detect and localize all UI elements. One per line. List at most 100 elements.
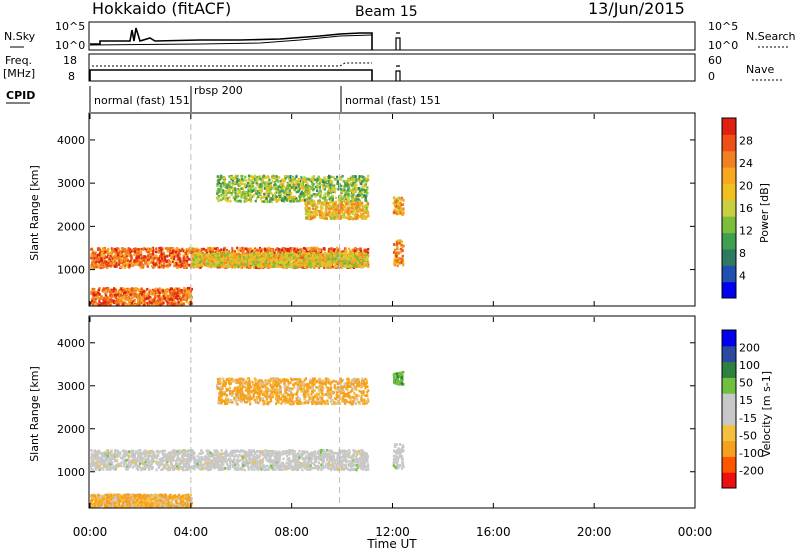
scatter-cell: [253, 252, 256, 255]
scatter-cell: [121, 247, 124, 250]
scatter-cell: [303, 258, 306, 262]
scatter-cell: [325, 261, 328, 264]
scatter-cell: [367, 174, 370, 178]
scatter-cell: [364, 199, 367, 202]
scatter-cell: [100, 259, 103, 263]
scatter-cell: [331, 180, 334, 183]
scatter-cell: [323, 201, 326, 204]
scatter-cell: [305, 249, 308, 253]
scatter-cell: [337, 261, 340, 264]
scatter-cell: [265, 183, 268, 187]
scatter-cell: [239, 182, 242, 186]
scatter-cell: [325, 264, 328, 268]
scatter-cell: [362, 176, 365, 180]
scatter-cell: [260, 190, 263, 194]
scatter-cell: [236, 199, 239, 203]
scatter-cell: [201, 260, 204, 263]
scatter-cell: [237, 252, 240, 256]
scatter-cell: [173, 262, 176, 265]
scatter-cell: [210, 248, 213, 251]
scatter-cell: [246, 262, 250, 266]
scatter-cell: [301, 256, 304, 260]
scatter-cell: [281, 179, 284, 183]
scatter-cell: [340, 184, 343, 188]
scatter-cell: [291, 263, 294, 267]
scatter-cell: [303, 260, 306, 264]
scatter-cell: [318, 210, 321, 213]
scatter-cell: [230, 193, 233, 197]
scatter-cell: [154, 254, 157, 257]
scatter-cell: [286, 193, 289, 196]
scatter-cell: [231, 183, 234, 186]
scatter-cell: [280, 182, 283, 186]
scatter-cell: [351, 259, 354, 262]
scatter-cell: [274, 187, 278, 190]
scatter-cell: [118, 259, 121, 263]
scatter-cell: [250, 262, 253, 265]
scatter-cell: [280, 189, 284, 193]
scatter-cell: [243, 200, 246, 203]
scatter-cell: [308, 197, 311, 200]
scatter-cell: [286, 175, 289, 179]
scatter-cell: [344, 205, 347, 209]
scatter-cell: [303, 247, 306, 250]
scatter-cell: [142, 265, 145, 268]
scatter-cell: [287, 250, 291, 253]
scatter-cell: [92, 262, 96, 265]
scatter-cell: [238, 189, 241, 193]
scatter-cell: [234, 192, 237, 196]
scatter-cell: [184, 263, 187, 266]
scatter-cell: [95, 263, 98, 267]
scatter-cell: [240, 187, 243, 190]
scatter-cell: [179, 249, 182, 253]
scatter-cell: [336, 264, 339, 268]
scatter-cell: [271, 252, 274, 256]
scatter-cell: [327, 179, 330, 183]
scatter-cell: [279, 195, 282, 198]
scatter-cell: [330, 175, 333, 179]
scatter-cell: [139, 262, 142, 265]
scatter-cell: [313, 252, 316, 256]
scatter-cell: [225, 186, 228, 189]
scatter-cell: [281, 256, 284, 259]
scatter-cell: [313, 178, 316, 181]
scatter-cell: [234, 199, 237, 203]
scatter-cell: [220, 190, 223, 193]
scatter-cell: [229, 261, 232, 265]
scatter-cell: [193, 252, 196, 255]
scatter-cell: [309, 265, 312, 268]
scatter-cell: [111, 252, 114, 256]
scatter-cell: [219, 174, 222, 178]
scatter-cell: [240, 256, 244, 260]
scatter-cell: [133, 259, 136, 262]
scatter-cell: [342, 260, 345, 263]
scatter-cell: [96, 253, 99, 257]
scatter-cell: [246, 256, 249, 260]
scatter-cell: [265, 175, 268, 179]
scatter-cell: [294, 250, 297, 254]
scatter-cell: [274, 265, 277, 268]
scatter-cell: [324, 195, 327, 199]
scatter-cell: [293, 177, 297, 181]
scatter-cell: [251, 185, 254, 188]
scatter-cell: [323, 247, 326, 250]
scatter-cell: [253, 254, 256, 258]
scatter-cell: [299, 264, 302, 268]
scatter-cell: [354, 246, 357, 250]
scatter-cell: [335, 256, 338, 260]
scatter-cell: [218, 260, 221, 264]
scatter-cell: [367, 214, 370, 217]
scatter-cell: [353, 251, 356, 255]
scatter-cell: [238, 261, 241, 265]
scatter-cell: [156, 265, 160, 269]
scatter-cell: [316, 212, 319, 216]
scatter-cell: [159, 252, 163, 255]
scatter-cell: [113, 247, 117, 251]
scatter-cell: [351, 212, 354, 216]
scatter-cell: [362, 184, 365, 188]
scatter-cell: [135, 257, 138, 260]
scatter-cell: [349, 259, 353, 262]
scatter-cell: [217, 188, 220, 191]
scatter-cell: [223, 246, 226, 250]
scatter-cell: [316, 193, 319, 196]
